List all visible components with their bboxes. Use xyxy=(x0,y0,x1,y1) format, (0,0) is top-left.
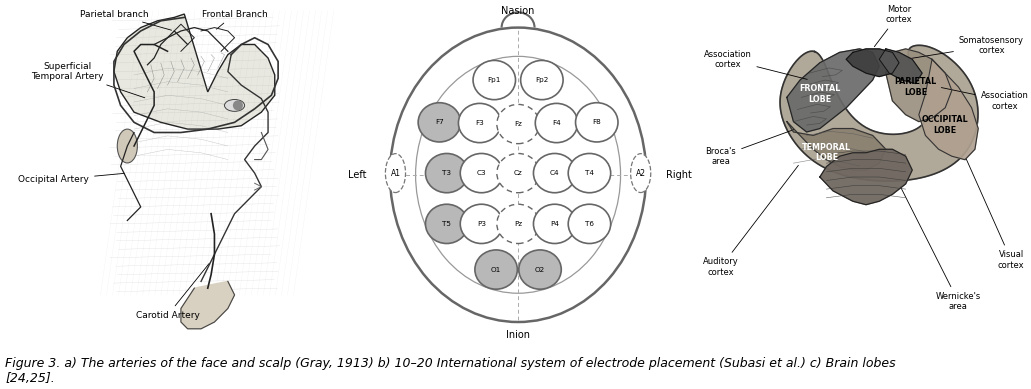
Text: Fp2: Fp2 xyxy=(535,77,548,83)
Circle shape xyxy=(419,103,461,142)
Circle shape xyxy=(497,104,539,144)
Text: F8: F8 xyxy=(593,119,601,125)
Circle shape xyxy=(460,154,503,193)
Circle shape xyxy=(519,250,561,289)
Text: Cz: Cz xyxy=(513,170,523,176)
Text: F3: F3 xyxy=(475,120,484,126)
Text: T4: T4 xyxy=(585,170,594,176)
Circle shape xyxy=(497,204,539,244)
Ellipse shape xyxy=(390,28,646,322)
Text: Fp1: Fp1 xyxy=(488,77,501,83)
Text: T3: T3 xyxy=(442,170,452,176)
Polygon shape xyxy=(787,49,879,132)
Circle shape xyxy=(568,204,610,244)
Polygon shape xyxy=(879,49,922,84)
Text: Carotid Artery: Carotid Artery xyxy=(136,263,209,320)
Text: F4: F4 xyxy=(553,120,561,126)
Text: C4: C4 xyxy=(550,170,560,176)
Polygon shape xyxy=(820,149,912,205)
Circle shape xyxy=(460,204,503,244)
Text: Occipital Artery: Occipital Artery xyxy=(19,173,125,184)
Text: Association
cortex: Association cortex xyxy=(941,88,1029,110)
Text: Fz: Fz xyxy=(514,121,522,127)
Text: Nasion: Nasion xyxy=(501,6,535,16)
Polygon shape xyxy=(886,49,952,122)
Text: TEMPORAL
LOBE: TEMPORAL LOBE xyxy=(802,143,851,163)
Text: A2: A2 xyxy=(636,168,645,178)
Circle shape xyxy=(568,154,610,193)
Text: PARIETAL
LOBE: PARIETAL LOBE xyxy=(895,77,936,97)
Polygon shape xyxy=(113,14,274,129)
Text: Frontal Branch: Frontal Branch xyxy=(202,10,267,29)
Text: F7: F7 xyxy=(435,119,443,125)
Text: P3: P3 xyxy=(477,221,486,227)
Text: Parietal branch: Parietal branch xyxy=(79,10,171,30)
Text: FRONTAL
LOBE: FRONTAL LOBE xyxy=(799,84,840,103)
Text: Wernicke's
area: Wernicke's area xyxy=(900,186,982,311)
Text: Pz: Pz xyxy=(514,221,522,227)
Circle shape xyxy=(497,154,539,193)
Circle shape xyxy=(533,154,576,193)
Ellipse shape xyxy=(225,100,244,111)
Text: Somatosensory
cortex: Somatosensory cortex xyxy=(908,36,1024,59)
Text: A1: A1 xyxy=(391,168,400,178)
Text: Visual
cortex: Visual cortex xyxy=(966,159,1025,270)
Circle shape xyxy=(459,103,501,143)
Circle shape xyxy=(521,60,563,100)
Ellipse shape xyxy=(118,129,137,163)
Text: O2: O2 xyxy=(535,266,545,273)
Text: C3: C3 xyxy=(476,170,487,176)
Text: Motor
cortex: Motor cortex xyxy=(874,5,912,47)
Polygon shape xyxy=(919,59,978,159)
Ellipse shape xyxy=(386,154,405,193)
Text: P4: P4 xyxy=(551,221,559,227)
Polygon shape xyxy=(181,281,234,329)
Text: T5: T5 xyxy=(442,221,452,227)
Text: Left: Left xyxy=(347,170,366,180)
Circle shape xyxy=(233,100,243,110)
Ellipse shape xyxy=(631,154,651,193)
Circle shape xyxy=(535,103,577,143)
Circle shape xyxy=(426,204,468,244)
Circle shape xyxy=(575,103,618,142)
Text: Superficial
Temporal Artery: Superficial Temporal Artery xyxy=(31,62,144,98)
Circle shape xyxy=(426,154,468,193)
Polygon shape xyxy=(780,45,978,181)
Polygon shape xyxy=(787,122,886,170)
Text: Association
cortex: Association cortex xyxy=(703,49,807,79)
Text: Auditory
cortex: Auditory cortex xyxy=(703,165,798,277)
Text: Right: Right xyxy=(666,170,692,180)
Text: OCCIPITAL
LOBE: OCCIPITAL LOBE xyxy=(922,116,968,135)
Circle shape xyxy=(475,250,518,289)
Circle shape xyxy=(473,60,516,100)
Circle shape xyxy=(533,204,576,244)
Text: Figure 3. a) The arteries of the face and scalp (Gray, 1913) b) 10–20 Internatio: Figure 3. a) The arteries of the face an… xyxy=(5,357,896,385)
Text: Broca's
area: Broca's area xyxy=(705,130,794,166)
Text: T6: T6 xyxy=(585,221,594,227)
Polygon shape xyxy=(846,49,899,77)
Text: O1: O1 xyxy=(491,266,501,273)
Text: Inion: Inion xyxy=(506,330,530,340)
